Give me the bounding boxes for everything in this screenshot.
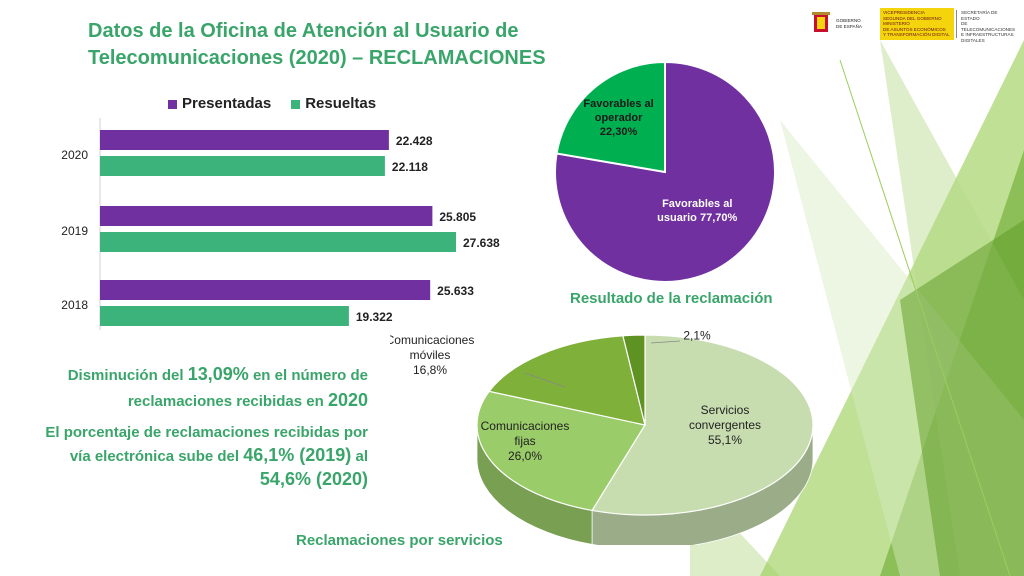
summary-1-text-c: en el número de <box>248 367 368 384</box>
summary-1-percent: 13,09% <box>187 364 249 384</box>
pie-slice-resultado-1 <box>555 60 666 174</box>
page-title: Datos de la Oficina de Atención al Usuar… <box>88 18 608 72</box>
bar-category-label: 2020 <box>61 148 88 162</box>
bar-value-label: 25.805 <box>439 210 476 224</box>
legend-item-presentadas: Presentadas <box>168 95 271 112</box>
ministry-line-4: DE ASUNTOS ECONÓMICOS <box>883 26 946 32</box>
summary-decrease: Disminución del 13,09% en el número de r… <box>30 362 368 414</box>
pie-label-resultado-1: Favorables al operador 22,30% <box>583 98 653 138</box>
bg-line <box>839 59 1011 576</box>
secretaria-line-2: DE TELECOMUNICACIONES <box>961 21 1016 32</box>
legend-swatch-presentadas <box>168 99 177 109</box>
bar-value-label: 25.633 <box>437 284 474 298</box>
pie-label-servicios-0: Servicios convergentes 55,1% <box>689 403 761 447</box>
summary-2-text-a: reclamaciones recibidas en <box>127 393 328 410</box>
summary-electronic-line-2: vía electrónica sube del 46,1% (2019) al <box>20 444 368 468</box>
summary-line-1: Disminución del 13,09% en el número de <box>30 362 368 388</box>
summary-electronic-line-1: El porcentaje de reclamaciones recibidas… <box>45 424 368 441</box>
pie-label-resultado-0: Favorables al usuario 77,70% <box>657 198 737 224</box>
legend-swatch-resueltas <box>291 99 301 109</box>
legend-label-presentadas: Presentadas <box>182 95 272 112</box>
bar-value-label: 22.118 <box>392 160 428 174</box>
ministry-line-2: SEGUNDA DEL GOBIERNO <box>883 15 942 21</box>
ministry-line-3: MINISTERIO <box>883 21 910 27</box>
resultado-pie-chart: Favorables al usuario 77,70% Favorables al… <box>554 60 776 283</box>
summary-electronic-2019: 46,1% (2019) <box>243 445 352 465</box>
secretaria-line-1: SECRETARÍA DE ESTADO <box>961 10 998 21</box>
pie-slice-servicios-1 <box>476 390 646 512</box>
pie-slice-servicios-2 <box>488 335 646 426</box>
pie-label-servicios-2: Comunicaciones móviles 16,8% <box>390 333 474 377</box>
bar-category-label: 2019 <box>61 224 88 238</box>
bar-presentadas-2018 <box>100 280 431 300</box>
pie-slice-servicios-0 <box>591 334 814 516</box>
bar-value-label: 22.428 <box>396 134 433 148</box>
bar-chart: 2020 22.428 22.118 2019 25.805 27.638 2018 25.6… <box>61 118 500 330</box>
bar-value-label: 27.638 <box>463 236 500 250</box>
pie-label-servicios-3: Otros2,1% <box>682 330 711 343</box>
summary-1-text-a: Disminución del <box>67 367 188 384</box>
bar-resueltas-2018 <box>100 306 349 326</box>
bar-presentadas-2019 <box>100 206 433 226</box>
ministry-block: VICEPRESIDENCIA SEGUNDA DEL GOBIERNO MIN… <box>880 8 954 40</box>
bar-presentadas-2020 <box>100 130 389 150</box>
summary-line-2: reclamaciones recibidas en 2020 <box>30 388 368 414</box>
gobierno-crest: GOBIERNO DE ESPAÑA <box>806 8 876 40</box>
summary-electronic-2a: vía electrónica sube del <box>69 448 244 465</box>
secretaria-line-4: DIGITALES <box>961 37 985 43</box>
bar-resueltas-2020 <box>100 156 385 176</box>
legend-item-resueltas: Resueltas <box>291 95 376 112</box>
secretaria-block: SECRETARÍA DE ESTADO DE TELECOMUNICACION… <box>956 10 1016 43</box>
title-line-2: Telecomunicaciones (2020) – RECLAMACIONE… <box>88 47 546 69</box>
bar-category-label: 2018 <box>61 298 88 312</box>
summary-electronic: El porcentaje de reclamaciones recibidas… <box>20 422 368 490</box>
bar-resueltas-2019 <box>100 232 456 252</box>
pie-label-servicios-1: Comunicaciones fijas 26,0% <box>481 419 570 463</box>
bg-shard-5 <box>900 220 1024 576</box>
servicios-caption: Reclamaciones por servicios <box>296 532 503 549</box>
government-logo: GOBIERNO DE ESPAÑA VICEPRESIDENCIA SEGUN… <box>806 8 1016 43</box>
title-line-1: Datos de la Oficina de Atención al Usuar… <box>88 20 519 42</box>
coat-of-arms-icon: GOBIERNO DE ESPAÑA <box>812 12 863 32</box>
bar-chart-legend: Presentadas Resueltas <box>168 95 376 112</box>
secretaria-line-3: E INFRAESTRUCTURAS <box>961 32 1014 38</box>
leader-line-otros <box>650 340 681 344</box>
summary-2-year: 2020 <box>327 390 368 410</box>
ministry-line-1: VICEPRESIDENCIA <box>883 10 925 15</box>
servicios-3d-pie-chart: Servicios convergentes 55,1% Comunicaciones… <box>390 330 814 545</box>
gob-line-1: GOBIERNO <box>836 18 861 23</box>
bar-value-label: 19.322 <box>356 310 393 324</box>
legend-label-resueltas: Resueltas <box>305 95 377 112</box>
pie-slice-servicios-3 <box>622 334 646 426</box>
summary-electronic-2020: 54,6% (2020) <box>259 469 368 489</box>
summary-electronic-2c: al <box>351 448 368 465</box>
leader-line-moviles <box>524 372 566 388</box>
resultado-caption: Resultado de la reclamación <box>570 290 773 307</box>
gob-line-2: DE ESPAÑA <box>836 23 863 29</box>
ministry-line-5: Y TRANSFORMACIÓN DIGITAL <box>883 32 950 38</box>
